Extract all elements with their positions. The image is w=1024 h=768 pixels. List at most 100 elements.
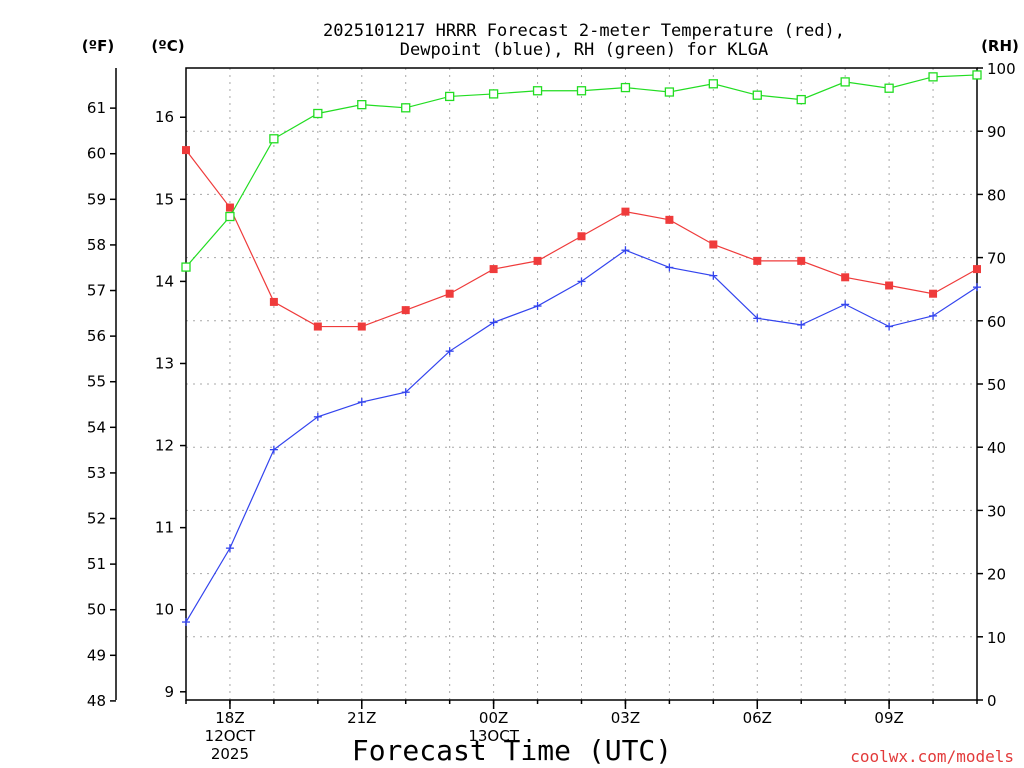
temperature-point xyxy=(709,240,718,249)
rh-point xyxy=(884,83,894,93)
dewpoint-point xyxy=(665,263,674,272)
dewpoint-point xyxy=(797,320,806,329)
rh-point xyxy=(225,211,235,222)
x-tick-label: 06Z xyxy=(743,709,772,727)
fahrenheit-tick-label: 51 xyxy=(87,555,106,573)
dewpoint-point xyxy=(929,311,938,320)
rh-point xyxy=(269,134,279,144)
fahrenheit-tick-label: 61 xyxy=(87,99,106,117)
celsius-tick-label: 16 xyxy=(155,108,174,126)
temperature-point xyxy=(797,256,806,265)
temperature-point xyxy=(489,265,498,274)
rh-tick-label: 70 xyxy=(987,250,1006,268)
fahrenheit-tick-label: 48 xyxy=(87,692,106,710)
fahrenheit-tick-label: 52 xyxy=(87,510,106,528)
rh-point xyxy=(752,90,762,100)
celsius-tick-label: 15 xyxy=(155,190,174,208)
rh-point xyxy=(488,89,499,99)
temperature-point xyxy=(753,256,762,265)
rh-point xyxy=(576,86,587,96)
rh-point xyxy=(664,87,675,97)
rh-tick-label: 100 xyxy=(987,60,1016,78)
temperature-point xyxy=(841,273,850,282)
rh-point xyxy=(840,77,850,87)
rh-unit-label: (RH) xyxy=(981,37,1019,55)
dewpoint-series xyxy=(182,246,981,627)
dewpoint-point xyxy=(577,277,586,286)
temperature-point xyxy=(401,306,410,315)
x-tick-label: 00Z xyxy=(479,709,508,727)
rh-point xyxy=(401,103,411,113)
celsius-tick-label: 12 xyxy=(155,437,174,455)
rh-point xyxy=(972,70,982,80)
rh-point xyxy=(928,72,938,82)
dewpoint-point xyxy=(489,318,498,327)
temperature-point xyxy=(182,146,190,155)
tick-labels: 9 10 11 12 13 14 15 16 48 49 50 51 52 53 54 55 56 57 58 59 6… xyxy=(87,60,1016,763)
dewpoint-point xyxy=(709,271,718,280)
dewpoint-point xyxy=(445,347,454,356)
dewpoint-point xyxy=(401,388,410,397)
temperature-point xyxy=(885,281,894,290)
rh-tick-label: 0 xyxy=(987,692,997,710)
temperature-point xyxy=(929,289,938,298)
celsius-tick-label: 10 xyxy=(155,601,174,619)
rh-tick-label: 30 xyxy=(987,502,1006,520)
fahrenheit-tick-label: 59 xyxy=(87,190,106,208)
dewpoint-point xyxy=(885,322,894,331)
x-tick-year-label: 2025 xyxy=(211,745,249,763)
fahrenheit-tick-label: 56 xyxy=(87,327,106,345)
rh-tick-label: 60 xyxy=(987,313,1006,331)
rh-point xyxy=(313,108,323,119)
celsius-tick-label: 13 xyxy=(155,354,174,372)
data-series xyxy=(181,70,982,627)
dewpoint-point xyxy=(182,618,190,627)
fahrenheit-tick-label: 54 xyxy=(87,418,106,436)
x-tick-label: 09Z xyxy=(874,709,903,727)
temperature-point xyxy=(357,322,366,331)
x-tick-date-label: 13OCT xyxy=(468,727,519,745)
fahrenheit-tick-label: 49 xyxy=(87,646,106,664)
temperature-point xyxy=(313,322,322,331)
axes xyxy=(110,67,983,709)
rh-point xyxy=(796,94,806,105)
temperature-point xyxy=(665,215,674,224)
dewpoint-point xyxy=(621,246,630,255)
temperature-series xyxy=(182,146,981,331)
temperature-point xyxy=(577,232,586,241)
temperature-point xyxy=(973,265,981,274)
dewpoint-point xyxy=(269,445,278,454)
rh-point xyxy=(532,86,543,96)
rh-tick-label: 40 xyxy=(987,439,1006,457)
rh-tick-label: 80 xyxy=(987,186,1006,204)
temperature-point xyxy=(269,297,278,306)
fahrenheit-tick-label: 55 xyxy=(87,373,106,391)
x-tick-label: 21Z xyxy=(347,709,376,727)
dewpoint-point xyxy=(533,302,542,311)
celsius-tick-label: 14 xyxy=(155,272,174,290)
temperature-point xyxy=(533,256,542,265)
celsius-unit-label: (ºC) xyxy=(151,37,184,55)
fahrenheit-tick-label: 60 xyxy=(87,145,106,163)
dewpoint-point xyxy=(225,544,234,553)
temperature-point xyxy=(621,207,630,216)
fahrenheit-tick-label: 57 xyxy=(87,282,106,300)
celsius-tick-label: 11 xyxy=(155,519,174,537)
x-axis-label: Forecast Time (UTC) xyxy=(352,734,672,767)
dewpoint-point xyxy=(753,314,762,323)
rh-tick-label: 10 xyxy=(987,629,1006,647)
fahrenheit-unit-label: (ºF) xyxy=(82,37,114,55)
dewpoint-point xyxy=(357,398,366,407)
rh-point xyxy=(445,91,455,102)
rh-point xyxy=(181,262,191,272)
x-tick-label: 18Z xyxy=(215,709,244,727)
chart-title-line2: Dewpoint (blue), RH (green) for KLGA xyxy=(400,40,768,60)
watermark-text: coolwx.com/models xyxy=(850,747,1014,766)
dewpoint-point xyxy=(313,412,322,421)
chart-title-line1: 2025101217 HRRR Forecast 2-meter Tempera… xyxy=(323,21,845,41)
fahrenheit-tick-label: 58 xyxy=(87,236,106,254)
x-tick-label: 03Z xyxy=(611,709,640,727)
temperature-point xyxy=(225,203,234,212)
grid-lines xyxy=(186,68,977,700)
